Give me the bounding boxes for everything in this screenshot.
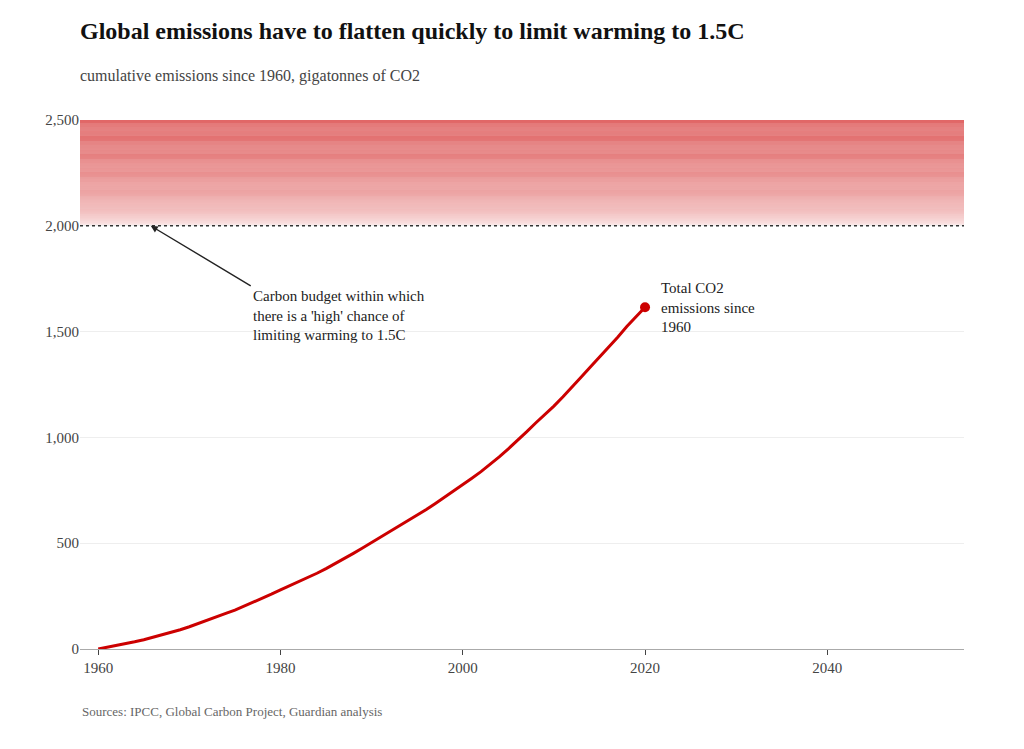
svg-text:1,000: 1,000 [45,430,79,446]
svg-text:2,000: 2,000 [45,218,79,234]
svg-text:500: 500 [57,535,80,551]
svg-text:2020: 2020 [630,660,660,676]
svg-text:1960: 1960 [83,660,113,676]
svg-text:2040: 2040 [812,660,842,676]
svg-text:Carbon budget within whichther: Carbon budget within whichthere is a 'hi… [253,288,425,343]
svg-text:1,500: 1,500 [45,324,79,340]
svg-text:0: 0 [72,641,80,657]
svg-text:cumulative emissions since 196: cumulative emissions since 1960, gigaton… [80,67,420,85]
svg-text:Sources: IPCC, Global Carbon P: Sources: IPCC, Global Carbon Project, Gu… [82,704,382,719]
svg-text:1980: 1980 [265,660,295,676]
svg-text:Total CO2emissions since1960: Total CO2emissions since1960 [661,280,755,335]
svg-text:2,500: 2,500 [45,112,79,128]
svg-text:2000: 2000 [448,660,478,676]
svg-text:Global emissions have to flatt: Global emissions have to flatten quickly… [80,18,745,44]
